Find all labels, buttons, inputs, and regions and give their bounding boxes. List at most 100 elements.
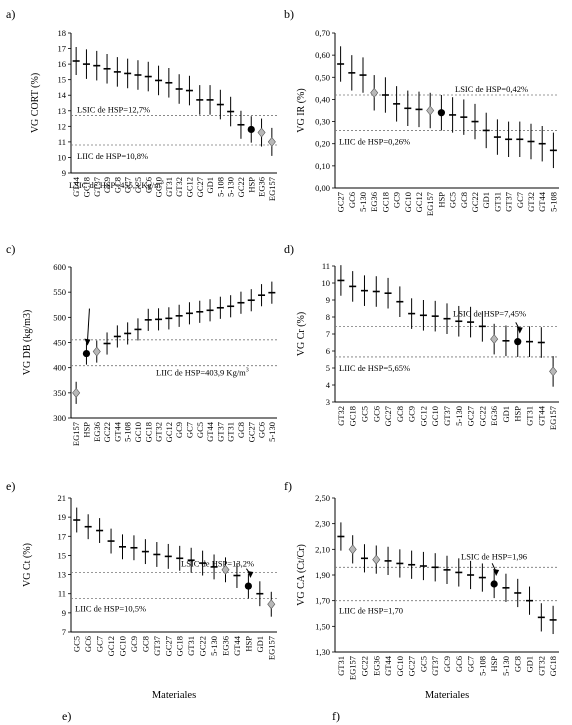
- y-tick-label: 0,50: [315, 72, 330, 82]
- x-tick-label: GC9: [407, 406, 417, 422]
- y-tick-label: 21: [58, 493, 67, 503]
- x-tick-label: GC22: [359, 656, 369, 676]
- data-point-control: [426, 105, 435, 116]
- data-point-hsp: [247, 125, 255, 134]
- chart-panel-6: f) 1,30 1,50 1,70 1,90 2,10 2,30 2,50 VG CA (Ct/…: [284, 479, 559, 701]
- caption-f: f): [332, 709, 340, 723]
- x-tick-label: EG157: [266, 636, 276, 660]
- panel-label: a): [6, 7, 15, 21]
- x-tick-label: EG36: [489, 406, 499, 426]
- x-tick-label: GC18: [175, 636, 185, 656]
- x-axis-title: Materiales: [152, 690, 196, 701]
- lower-limit-label: LIIC de HSP=10,5%: [75, 604, 146, 614]
- x-tick-label: EG36: [257, 177, 267, 197]
- x-tick-label: HSP: [513, 406, 523, 422]
- y-tick-label: 16: [58, 59, 67, 69]
- x-tick-label: GC10: [395, 656, 405, 676]
- x-tick-label: GC8: [513, 656, 523, 672]
- x-tick-label: GC10: [430, 406, 440, 426]
- x-tick-label: GC27: [163, 636, 173, 656]
- x-tick-label: GT31: [492, 192, 502, 212]
- upper-limit-label: LSIC de HSP=0,42%: [455, 84, 528, 94]
- x-tick-label: GC27: [195, 177, 205, 197]
- data-point-hsp: [514, 338, 522, 346]
- y-axis-title: VG Cr (%): [296, 312, 307, 356]
- x-tick-label: GC22: [470, 192, 480, 212]
- upper-limit-label: LSIC de HSP=1,96: [461, 551, 527, 561]
- x-tick-label: GC12: [164, 422, 174, 442]
- y-tick-label: 0,60: [315, 50, 330, 60]
- y-axis-title: VG IR (%): [296, 88, 307, 132]
- y-tick-label: 2,10: [315, 544, 330, 554]
- x-tick-label: EG157: [267, 177, 277, 201]
- x-tick-label: GC18: [81, 177, 91, 197]
- x-tick-label: 5-108: [548, 192, 558, 212]
- data-point-control: [549, 366, 558, 377]
- x-tick-label: GT31: [186, 636, 196, 656]
- y-tick-label: 450: [53, 338, 66, 348]
- x-tick-label: GC9: [174, 422, 184, 438]
- upper-limit-label: LSIC de HSP=13,2%: [181, 559, 254, 569]
- x-tick-label: GT32: [154, 422, 164, 442]
- x-tick-label: EG36: [371, 656, 381, 676]
- x-tick-label: 5-130: [454, 406, 464, 426]
- y-tick-label: 10: [322, 278, 331, 288]
- x-tick-label: GC18: [548, 656, 558, 676]
- upper-limit-label: LSIC de HSP=7,45%: [453, 308, 526, 318]
- x-tick-label: GC6: [143, 177, 153, 193]
- x-tick-label: GC7: [95, 636, 105, 652]
- data-point-control: [92, 346, 101, 357]
- y-tick-label: 12: [58, 121, 67, 131]
- x-tick-label: GC18: [143, 422, 153, 442]
- data-point-hsp: [82, 349, 91, 358]
- x-tick-label: GC6: [454, 656, 464, 672]
- x-tick-label: GC10: [403, 192, 413, 212]
- x-tick-label: GT37: [215, 422, 225, 442]
- chart-panel-2: b) 0,00 0,10 0,20 0,30 0,40 0,50 0,60 0,70 VG IR …: [284, 7, 559, 216]
- x-tick-label: GD1: [205, 177, 215, 194]
- data-point-control: [348, 544, 357, 555]
- x-tick-label: GC10: [133, 422, 143, 442]
- data-point-control: [257, 127, 266, 138]
- hsp-arrow-head: [247, 571, 254, 579]
- x-tick-label: GC8: [140, 636, 150, 652]
- x-tick-label: GC22: [102, 422, 112, 442]
- x-tick-label: GC12: [184, 177, 194, 197]
- x-tick-label: GC22: [198, 636, 208, 656]
- y-tick-label: 17: [58, 44, 67, 54]
- x-tick-label: GC22: [477, 406, 487, 426]
- y-axis-title: VG CORT (%): [30, 73, 41, 133]
- x-tick-label: GC6: [257, 422, 267, 438]
- y-tick-label: 6: [326, 346, 330, 356]
- x-tick-label: EG157: [548, 406, 558, 430]
- y-tick-label: 0,40: [315, 94, 330, 104]
- x-tick-label: GC10: [154, 177, 164, 197]
- y-tick-label: 17: [58, 531, 67, 541]
- x-tick-label: GT37: [152, 636, 162, 656]
- x-tick-label: GC27: [336, 192, 346, 212]
- y-tick-label: 18: [58, 28, 67, 38]
- x-tick-label: GT37: [504, 192, 514, 212]
- y-axis-title: VG Ct (%): [22, 543, 33, 587]
- x-tick-label: GC7: [466, 656, 476, 672]
- x-tick-label: EG36: [369, 192, 379, 212]
- x-tick-label: GC5: [133, 177, 143, 193]
- upper-limit-label: LSIC de HSP=12,7%: [77, 104, 150, 114]
- x-tick-label: GC6: [83, 636, 93, 652]
- y-tick-label: 600: [53, 262, 66, 272]
- x-tick-label: HSP: [243, 636, 253, 652]
- x-tick-label: GD1: [501, 406, 511, 423]
- x-tick-label: GT31: [336, 656, 346, 676]
- lower-limit-label: LIIC de HSP=403,9 Kg/m3: [156, 368, 249, 378]
- x-tick-label: 5-108: [215, 177, 225, 197]
- panel-label: d): [284, 242, 294, 256]
- x-tick-label: GC27: [383, 406, 393, 426]
- x-tick-label: GC22: [236, 177, 246, 197]
- x-tick-label: GC27: [466, 406, 476, 426]
- y-tick-label: 13: [58, 106, 67, 116]
- data-point-hsp: [244, 582, 252, 590]
- x-tick-label: GC5: [418, 656, 428, 672]
- x-tick-label: 5-108: [123, 422, 133, 442]
- y-tick-label: 9: [62, 608, 66, 618]
- y-tick-label: 19: [58, 512, 67, 522]
